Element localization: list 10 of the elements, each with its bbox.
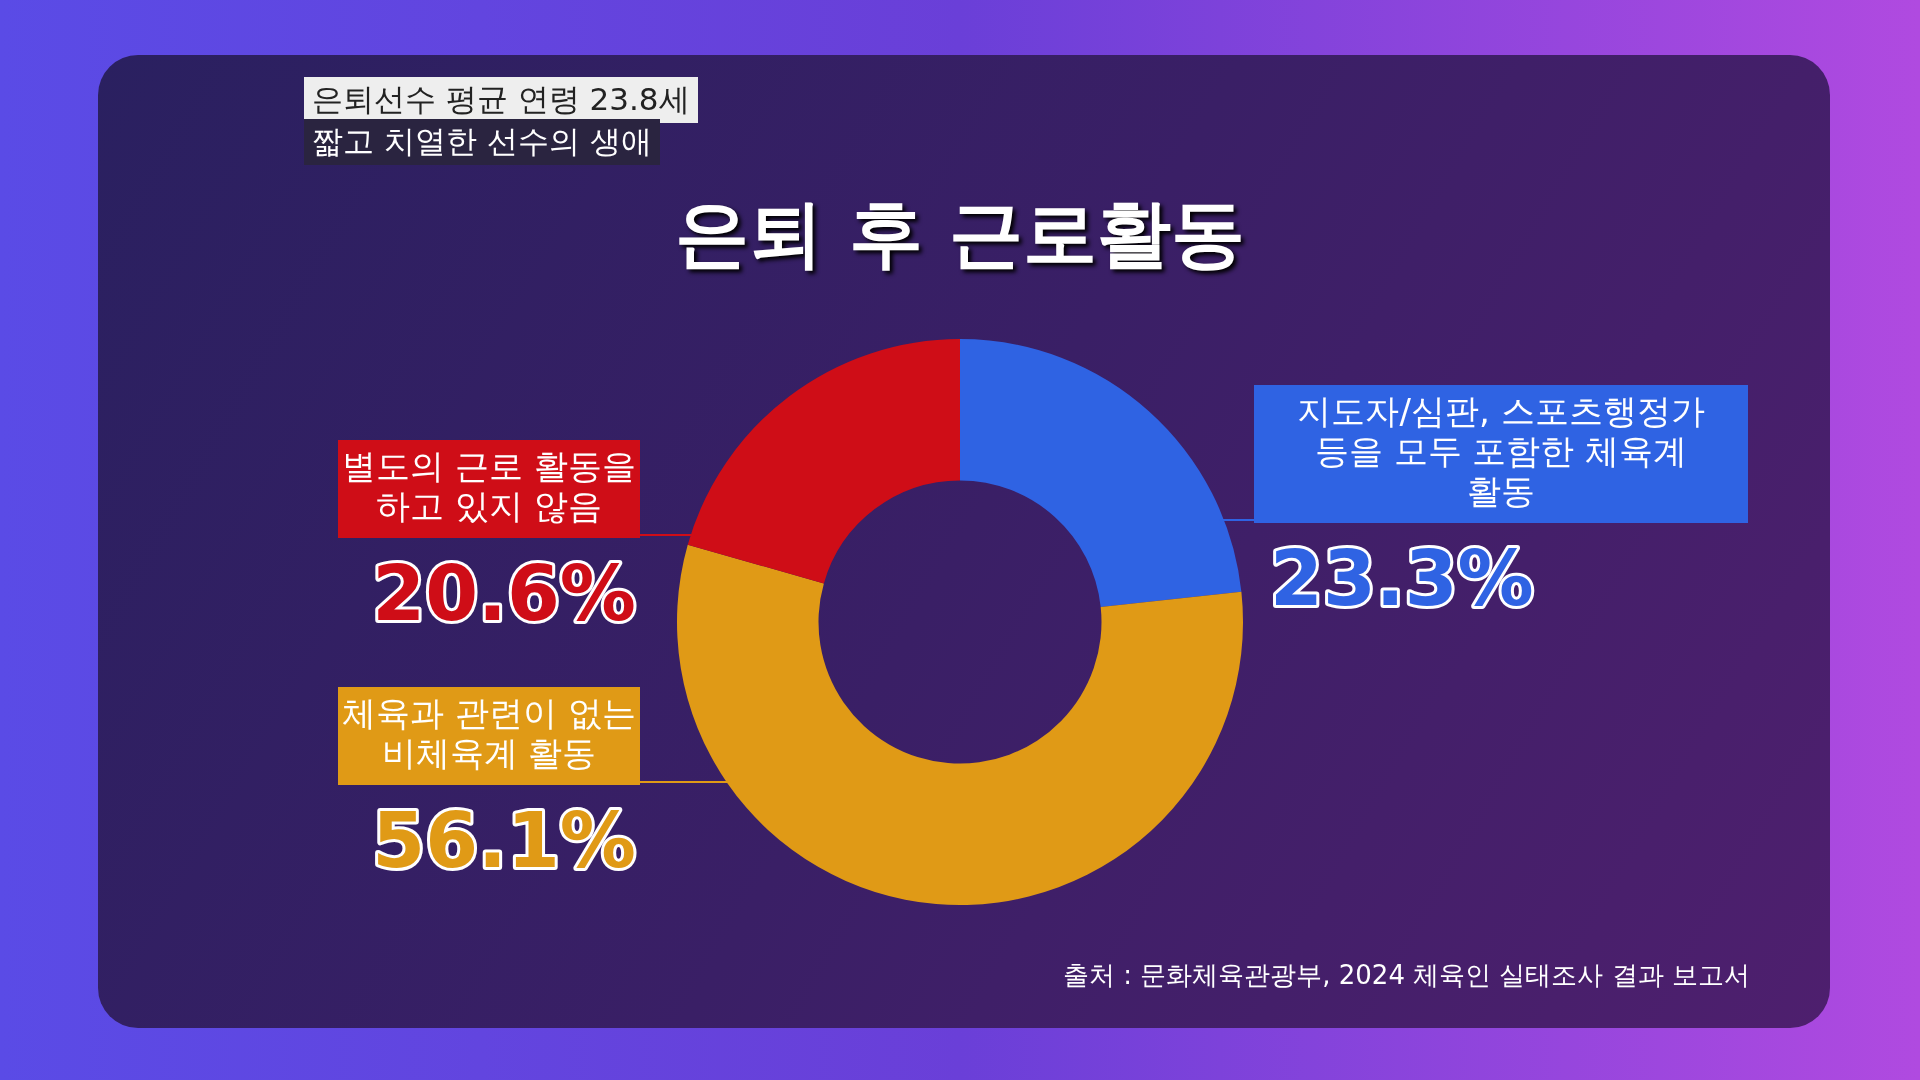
slice-label: 지도자/심판, 스포츠행정가 등을 모두 포함한 체육계 활동	[1297, 390, 1705, 511]
slice-label: 체육과 관련이 없는 비체육계 활동	[342, 692, 636, 773]
slice-label: 별도의 근로 활동을 하고 있지 않음	[342, 445, 636, 526]
chart-title: 은퇴 후 근로활동	[674, 189, 1246, 278]
text: 짧고 치열한 선수의 생애	[304, 119, 660, 165]
source-note: 출처 : 문화체육관광부, 2024 체육인 실태조사 결과 보고서	[1062, 959, 1750, 992]
chart-subtitle: 은퇴선수 평균 연령 23.8세	[304, 77, 698, 123]
data-label: 56.1%	[372, 795, 636, 885]
data-label: 23.3%	[1270, 533, 1534, 623]
data-label: 20.6%	[372, 548, 636, 638]
